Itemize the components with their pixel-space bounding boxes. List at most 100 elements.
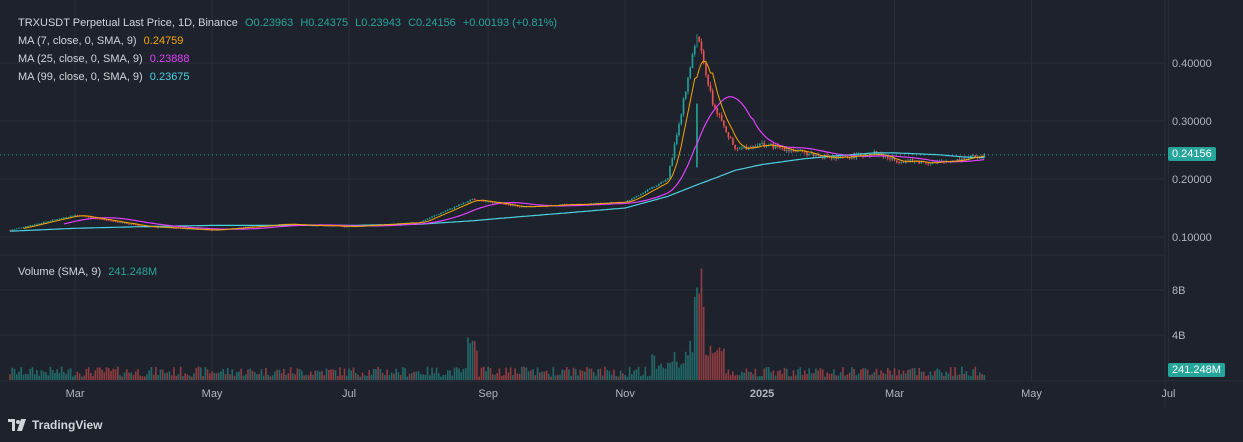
volume-bar	[698, 293, 701, 380]
candle-body	[188, 228, 191, 230]
volume-bar	[42, 371, 45, 380]
tradingview-logo[interactable]: TradingView	[8, 418, 102, 432]
chart-area[interactable]: 0.40000 0.30000 0.20000 0.10000 8B 4B Mar May…	[0, 0, 1243, 407]
volume-bar	[718, 347, 721, 380]
time-axis[interactable]: Mar May Jul Sep Nov 2025 Mar May Jul	[66, 388, 1176, 400]
volume-bar	[148, 370, 150, 380]
ma25-legend[interactable]: MA (25, close, 0, SMA, 9) 0.23888	[18, 52, 194, 66]
volume-bar	[265, 367, 267, 380]
volume-bar	[727, 369, 730, 380]
volume-axis[interactable]: 8B 4B	[1172, 285, 1185, 342]
volume-bar	[139, 375, 142, 380]
volume-bar	[202, 375, 204, 380]
volume-bar	[846, 374, 849, 380]
volume-value: 241.248M	[108, 266, 158, 278]
candle-body	[815, 154, 817, 156]
chart-canvas[interactable]: 0.40000 0.30000 0.20000 0.10000 8B 4B Mar May…	[0, 0, 1243, 407]
volume-bar	[276, 369, 278, 380]
volume-bar	[662, 367, 665, 380]
volume-bar	[729, 375, 732, 380]
volume-bar	[204, 367, 207, 380]
candle-body	[628, 200, 631, 201]
volume-bar	[13, 368, 16, 380]
volume-bar	[244, 374, 247, 380]
volume-bar	[125, 369, 128, 380]
volume-bar	[534, 375, 537, 380]
ma25-label: MA (25, close, 0, SMA, 9)	[18, 53, 143, 65]
volume-bar	[390, 372, 393, 380]
volume-bar	[321, 371, 323, 380]
volume-bar	[107, 368, 110, 380]
volume-bar	[586, 366, 588, 380]
candle-body	[646, 189, 649, 192]
volume-bar	[570, 375, 573, 380]
volume-bar	[462, 369, 465, 380]
volume-bar	[550, 376, 552, 380]
volume-bar	[909, 369, 912, 380]
candle-body	[828, 157, 831, 159]
candle-body	[460, 204, 463, 205]
volume-bar	[597, 369, 599, 380]
candle-body	[633, 197, 635, 199]
volume-bar	[545, 370, 548, 380]
volume-bar	[806, 374, 808, 380]
volume-bar	[473, 341, 476, 380]
volume-bar	[226, 367, 229, 380]
symbol-title[interactable]: TRXUSDT Perpetual Last Price, 1D, Binanc…	[18, 17, 238, 29]
volume-bar	[970, 376, 972, 380]
volume-bar	[341, 375, 344, 380]
volume-bar	[464, 367, 467, 380]
volume-bar	[965, 371, 968, 380]
ma99-legend[interactable]: MA (99, close, 0, SMA, 9) 0.23675	[18, 70, 194, 84]
candle-body	[451, 208, 454, 210]
volume-bar	[292, 373, 294, 380]
volume-bar	[956, 375, 959, 380]
volume-bar	[381, 373, 384, 380]
candle-body	[972, 155, 974, 157]
volume-bar	[164, 373, 166, 380]
volume-bar	[458, 368, 460, 380]
candle-body	[660, 182, 662, 184]
volume-bar	[408, 373, 411, 380]
candle-body	[480, 200, 483, 202]
ma7-legend[interactable]: MA (7, close, 0, SMA, 9) 0.24759	[18, 34, 187, 48]
candle-body	[343, 226, 346, 228]
volume-bar	[471, 340, 474, 380]
candle-body	[835, 157, 837, 159]
volume-legend[interactable]: Volume (SMA, 9) 241.248M	[18, 265, 161, 279]
volume-bar	[931, 375, 934, 380]
price-axis[interactable]: 0.40000 0.30000 0.20000 0.10000	[1172, 58, 1212, 244]
volume-bar	[516, 373, 519, 380]
volume-bar	[152, 374, 155, 380]
volume-bar	[361, 372, 364, 380]
volume-bar	[238, 371, 240, 380]
volume-bar	[907, 369, 909, 380]
candle-body	[716, 108, 718, 115]
volume-bar	[860, 369, 862, 380]
volume-bar	[132, 374, 135, 380]
candle-body	[45, 221, 47, 223]
volume-bar	[532, 369, 534, 380]
candle-body	[983, 154, 986, 158]
volume-bar	[958, 374, 961, 380]
volume-bar	[90, 372, 92, 380]
volume-bar	[882, 372, 885, 380]
volume-bar	[974, 366, 977, 380]
volume-bar	[417, 371, 420, 380]
volume-bar	[595, 375, 597, 380]
volume-bar	[900, 374, 903, 380]
candle-body	[792, 150, 795, 152]
volume-bar	[954, 367, 956, 380]
candle-body	[182, 228, 184, 230]
volume-bar	[940, 372, 943, 380]
tradingview-icon	[8, 419, 26, 431]
volume-bar	[716, 349, 718, 380]
candle-body	[15, 228, 18, 230]
candle-body	[175, 228, 177, 229]
candle-body	[426, 218, 429, 220]
volume-bar	[256, 374, 258, 380]
volume-bar	[424, 374, 427, 380]
candle-body	[455, 206, 458, 207]
candle-body	[720, 115, 723, 121]
volume-bar	[240, 368, 243, 380]
